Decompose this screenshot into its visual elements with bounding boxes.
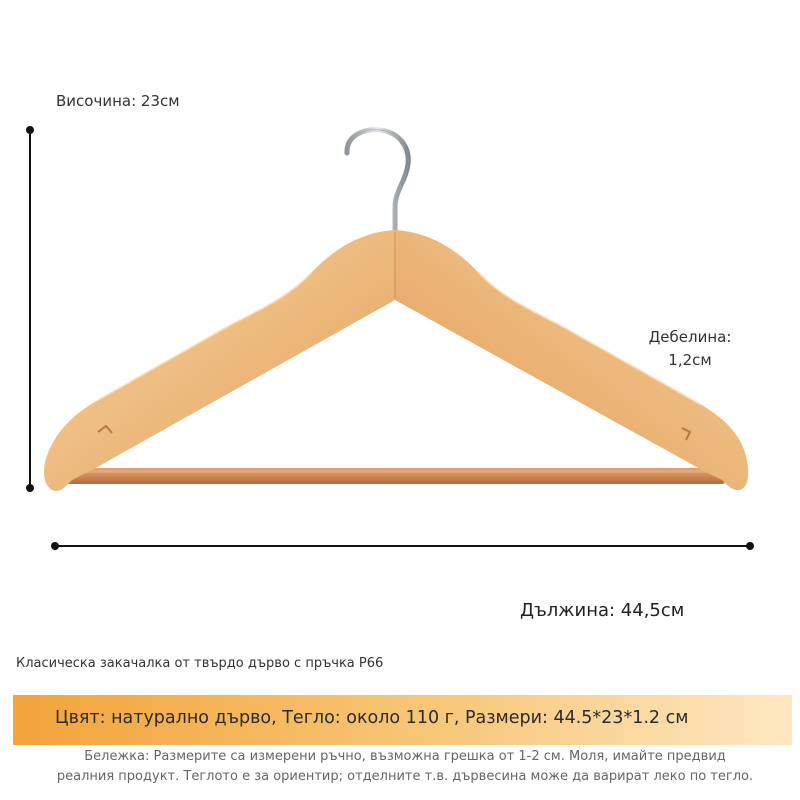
left-notch bbox=[97, 424, 113, 434]
thickness-label: Дебелина: 1,2см bbox=[624, 326, 756, 372]
product-caption: Класическа закачалка от твърдо дърво с п… bbox=[16, 656, 384, 671]
spec-text: Цвят: натурално дърво, Тегло: около 110 … bbox=[55, 708, 689, 728]
thickness-label-title: Дебелина: bbox=[648, 328, 732, 346]
height-dimension-line bbox=[26, 126, 34, 492]
thickness-label-value: 1,2см bbox=[668, 351, 712, 369]
chrome-hook bbox=[344, 127, 411, 235]
spec-banner: Цвят: натурално дърво, Тегло: около 110 … bbox=[13, 695, 792, 745]
measurement-note: Бележка: Размерите са измерени ръчно, въ… bbox=[20, 747, 790, 787]
height-label: Височина: 23см bbox=[56, 92, 180, 110]
hanger-right-arm bbox=[395, 230, 749, 490]
note-line-1: Бележка: Размерите са измерени ръчно, въ… bbox=[84, 749, 726, 764]
note-line-2: реалния продукт. Теглото е за ориентир; … bbox=[56, 769, 754, 784]
length-dimension-line bbox=[51, 542, 754, 550]
right-notch bbox=[681, 427, 692, 441]
length-label: Дължина: 44,5см bbox=[520, 600, 685, 621]
hanger-left-arm bbox=[44, 230, 396, 491]
